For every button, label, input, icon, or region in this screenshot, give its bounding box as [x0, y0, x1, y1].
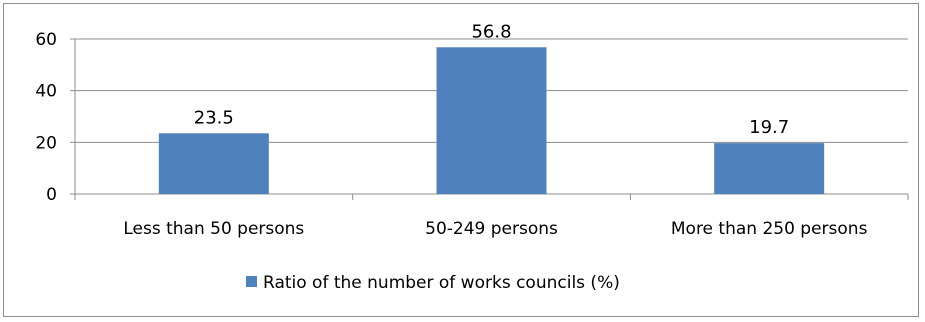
x-tick-label: More than 250 persons [671, 219, 868, 239]
bar [436, 47, 547, 195]
bars [158, 47, 825, 195]
legend-label: Ratio of the number of works councils (%… [263, 273, 620, 293]
y-axis-tick-labels: 0 20 40 60 [35, 30, 57, 205]
data-labels: 23.5 56.8 19.7 [194, 21, 789, 138]
y-tick-label: 0 [46, 185, 57, 205]
data-label: 19.7 [749, 117, 789, 138]
legend-swatch [246, 276, 257, 287]
x-axis-tick-labels: Less than 50 persons 50-249 persons More t… [123, 219, 867, 239]
data-label: 23.5 [194, 107, 234, 128]
data-label: 56.8 [471, 21, 511, 42]
bar [158, 133, 269, 194]
x-tick-label: Less than 50 persons [123, 219, 304, 239]
x-tick-label: 50-249 persons [425, 219, 558, 239]
legend: Ratio of the number of works councils (%… [246, 273, 620, 293]
y-tick-label: 60 [35, 30, 57, 50]
y-tick-label: 40 [35, 82, 57, 102]
bar [714, 143, 825, 194]
y-tick-label: 20 [35, 133, 57, 153]
